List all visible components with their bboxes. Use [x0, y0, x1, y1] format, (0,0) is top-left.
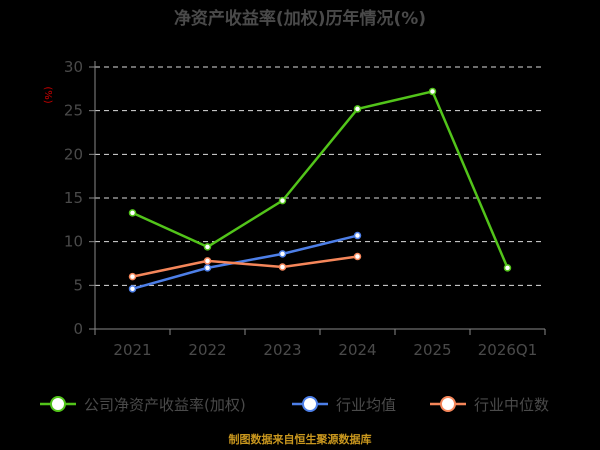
y-tick-label: 0	[73, 320, 83, 338]
grid	[89, 61, 546, 335]
series-line-1	[132, 234, 358, 291]
x-tick-label: 2023	[263, 341, 301, 359]
y-tick-label: 25	[64, 102, 83, 120]
data-point	[128, 285, 137, 293]
data-point	[128, 209, 137, 217]
legend-label: 行业中位数	[474, 396, 549, 414]
x-axis-ticks: 2021 2022 2023 2024 2025 2026Q1	[113, 341, 537, 359]
data-point	[353, 105, 362, 113]
legend-marker	[302, 396, 318, 412]
x-tick-label: 2021	[113, 341, 151, 359]
chart-title: 净资产收益率(加权)历年情况(%)	[174, 8, 426, 29]
y-axis-ticks: 0 5 10 15 20 25 30	[64, 58, 83, 338]
data-point	[128, 272, 137, 281]
data-point	[203, 243, 212, 251]
series-line-0	[131, 90, 509, 269]
data-point	[278, 196, 287, 205]
data-point	[503, 264, 512, 272]
data-source: 制图数据来自恒生聚源数据库	[229, 432, 372, 446]
legend-marker	[440, 396, 456, 412]
x-tick-label: 2022	[188, 341, 226, 359]
data-point	[428, 87, 437, 96]
y-axis-label: (%)	[42, 86, 53, 103]
data-point	[203, 264, 212, 272]
series-layer	[128, 87, 512, 293]
legend-marker	[50, 396, 66, 412]
legend-label: 公司净资产收益率(加权)	[84, 396, 246, 414]
y-tick-label: 30	[64, 58, 83, 76]
legend: 公司净资产收益率(加权) 行业均值 行业中位数	[40, 396, 549, 414]
y-tick-label: 10	[64, 233, 83, 251]
y-tick-label: 20	[64, 145, 83, 163]
x-tick-label: 2025	[413, 341, 451, 359]
y-tick-label: 15	[64, 189, 83, 207]
data-point	[278, 263, 287, 271]
data-point	[353, 252, 362, 261]
x-tick-label: 2024	[338, 341, 376, 359]
legend-label: 行业均值	[336, 396, 396, 414]
y-tick-label: 5	[73, 276, 83, 294]
x-tick-label: 2026Q1	[478, 341, 538, 359]
data-point	[353, 231, 362, 240]
series-line-2	[132, 255, 358, 278]
data-point	[278, 250, 287, 258]
data-point	[203, 257, 212, 265]
